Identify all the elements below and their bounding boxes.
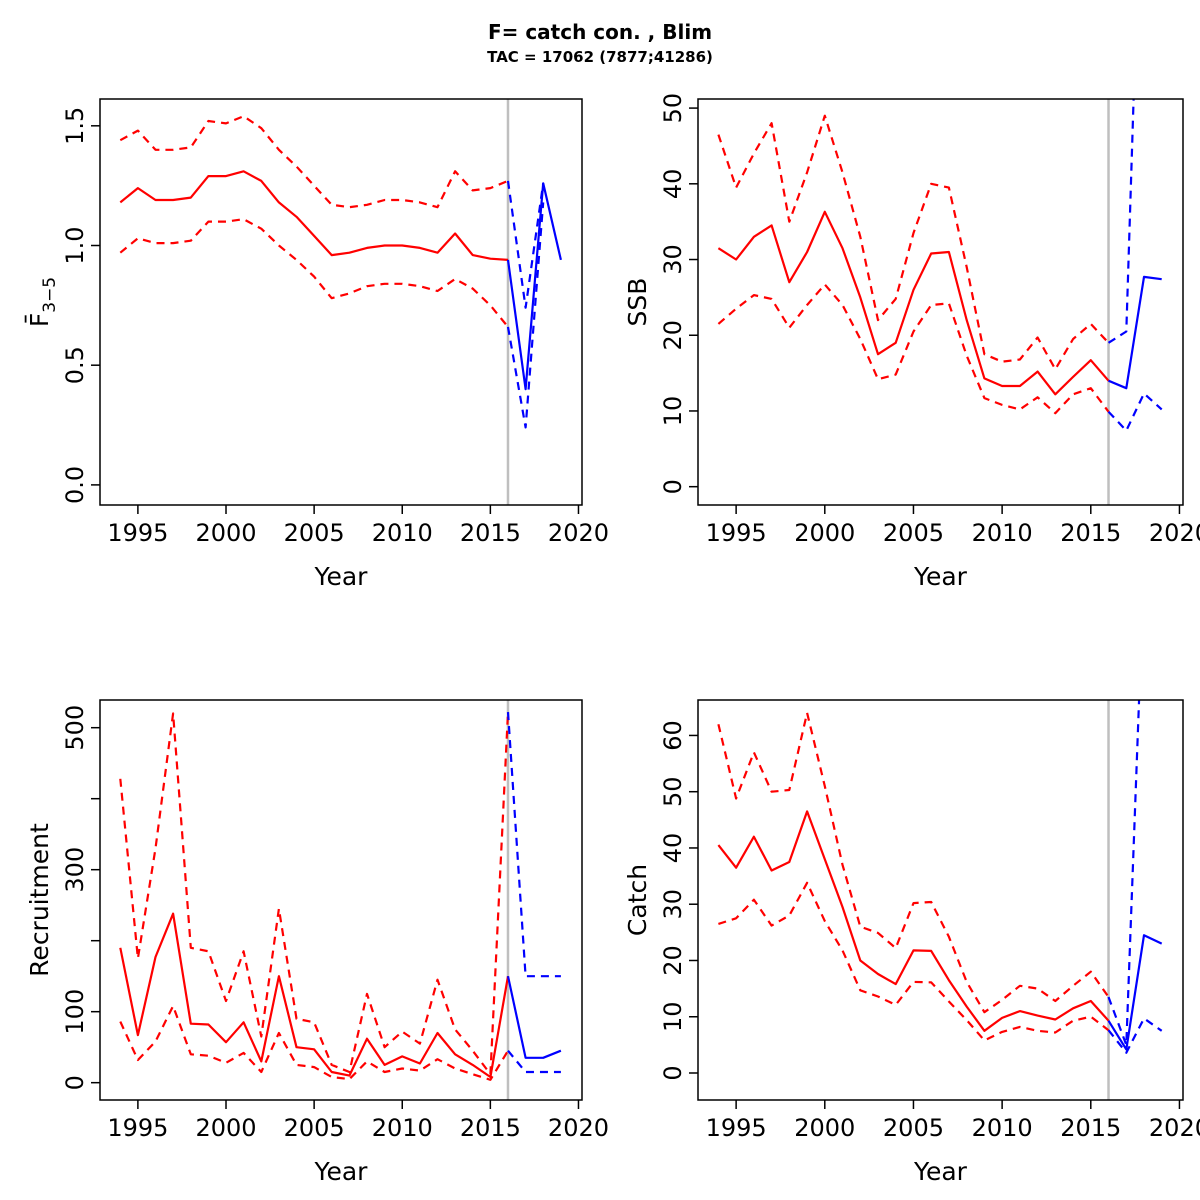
recruitment-x-axis-title: Year (314, 1157, 369, 1186)
fbar-plot-box (99, 98, 583, 506)
ssb-ytick-label-50: 50 (659, 93, 687, 124)
fbar-forecast-upper-line (506, 180, 545, 309)
catch-x-axis-title: Year (913, 1157, 968, 1186)
fbar-forecast-median-line (506, 182, 562, 391)
catch-plot-box (697, 699, 1184, 1101)
ssb-xtick-label-2015: 2015 (1060, 519, 1121, 547)
fbar-ytick-label-1.5: 1.5 (61, 107, 89, 145)
recruitment-ytick-label-100: 100 (61, 989, 89, 1035)
recruitment-hist-median-line (119, 912, 510, 1079)
ssb-xtick-label-2020: 2020 (1149, 519, 1200, 547)
ssb-y-axis-title: SSB (623, 278, 652, 327)
catch-ytick-label-50: 50 (659, 776, 687, 807)
catch-ytick-label-0: 0 (659, 1065, 687, 1080)
catch-hist-lower-line (718, 881, 1110, 1042)
ssb-xtick-label-2000: 2000 (794, 519, 855, 547)
ssb-x-axis: 1995 2000 2005 2010 2015 2020 (706, 505, 1200, 547)
fbar-x-axis: 1995 2000 2005 2010 2015 2020 (107, 505, 609, 547)
ssb-forecast-median-line (1108, 275, 1162, 390)
ssb-ytick-label-20: 20 (659, 320, 687, 351)
fbar-hist-lower-line (119, 218, 509, 328)
recruitment-xtick-label-2015: 2015 (460, 1114, 521, 1142)
fbar-hist-median-line (119, 170, 509, 261)
fbar-xtick-label-1995: 1995 (107, 519, 168, 547)
ssb-ytick-label-30: 30 (659, 244, 687, 275)
catch-xtick-label-2005: 2005 (883, 1114, 944, 1142)
fbar-xtick-label-2010: 2010 (372, 519, 433, 547)
fbar-xtick-label-2015: 2015 (460, 519, 521, 547)
recruitment-xtick-label-2005: 2005 (284, 1114, 345, 1142)
recruitment-plot-box (99, 699, 583, 1101)
catch-xtick-label-2015: 2015 (1060, 1114, 1121, 1142)
ssb-ytick-label-40: 40 (659, 169, 687, 200)
ssb-y-axis: 0 10 20 30 40 50 (659, 93, 698, 494)
catch-y-axis: 0 10 20 30 40 50 60 (659, 720, 698, 1081)
catch-ytick-label-30: 30 (659, 889, 687, 920)
recruitment-hist-upper-line (119, 712, 510, 1076)
ssb-panel: 1995 2000 2005 2010 2015 2020 0 10 20 30 40 50 Year S… (623, 93, 1200, 591)
fbar-forecast-lower-line (506, 202, 545, 429)
ssb-hist-lower-line (717, 283, 1110, 415)
recruitment-xtick-label-1995: 1995 (107, 1114, 168, 1142)
catch-ytick-label-40: 40 (659, 833, 687, 864)
catch-ytick-label-60: 60 (659, 720, 687, 751)
catch-ytick-label-20: 20 (659, 945, 687, 976)
fbar-y-axis-title: F̄3−5 (24, 277, 60, 327)
fbar-x-axis-title: Year (314, 562, 369, 591)
fbar-xtick-label-2005: 2005 (284, 519, 345, 547)
ssb-forecast-lower-line (1107, 392, 1163, 432)
figure-subtitle: TAC = 17062 (7877;41286) (487, 48, 713, 66)
recruitment-y-axis: 0 100 300 500 (61, 705, 100, 1090)
catch-hist-median-line (717, 810, 1110, 1032)
recruitment-ytick-label-0: 0 (61, 1075, 89, 1090)
recruitment-xtick-label-2020: 2020 (548, 1114, 609, 1142)
catch-xtick-label-2010: 2010 (972, 1114, 1033, 1142)
recruitment-xtick-label-2010: 2010 (372, 1114, 433, 1142)
ssb-xtick-label-2010: 2010 (972, 519, 1033, 547)
recruitment-y-axis-title: Recruitment (25, 823, 54, 977)
ssb-hist-upper-line (717, 114, 1110, 371)
catch-xtick-label-2000: 2000 (794, 1114, 855, 1142)
recruitment-ytick-label-500: 500 (61, 705, 89, 751)
catch-xtick-label-2020: 2020 (1149, 1114, 1200, 1142)
fbar-xtick-label-2000: 2000 (195, 519, 256, 547)
recruitment-ytick-label-300: 300 (61, 847, 89, 893)
fbar-ytick-label-0.0: 0.0 (61, 466, 89, 504)
catch-panel: 1995 2000 2005 2010 2015 2020 0 10 20 30 40 50 60 Yea… (623, 699, 1200, 1186)
recruitment-hist-lower-line (119, 1004, 509, 1081)
fbar-panel: 1995 2000 2005 2010 2015 2020 0.0 0.5 1.0 1.5 Year… (24, 98, 609, 591)
fbar-ytick-label-1.0: 1.0 (61, 226, 89, 264)
fbar-ytick-label-0.5: 0.5 (61, 346, 89, 384)
ssb-xtick-label-2005: 2005 (883, 519, 944, 547)
ssb-x-axis-title: Year (913, 562, 968, 591)
catch-xtick-label-1995: 1995 (706, 1114, 767, 1142)
catch-hist-upper-line (717, 711, 1110, 1014)
figure-title: F= catch con. , Blim (487, 20, 713, 44)
recruitment-forecast-upper-line (506, 712, 561, 978)
ssb-forecast-upper-line (1107, 99, 1135, 344)
recruitment-x-axis: 1995 2000 2005 2010 2015 2020 (107, 1100, 609, 1142)
catch-forecast-lower-line (1107, 1017, 1163, 1054)
ssb-plot-box (697, 98, 1184, 506)
fbar-y-axis: 0.0 0.5 1.0 1.5 (61, 107, 100, 504)
catch-x-axis: 1995 2000 2005 2010 2015 2020 (706, 1100, 1200, 1142)
ssb-xtick-label-1995: 1995 (706, 519, 767, 547)
catch-ytick-label-10: 10 (659, 1001, 687, 1032)
recruitment-forecast-median-line (506, 975, 562, 1059)
recruitment-panel: 1995 2000 2005 2010 2015 2020 0 100 300 500 Year Re… (25, 699, 609, 1186)
ssb-hist-median-line (717, 210, 1110, 396)
catch-forecast-median-line (1107, 934, 1163, 1051)
ssb-ytick-label-0: 0 (659, 479, 687, 494)
fbar-xtick-label-2020: 2020 (548, 519, 609, 547)
catch-forecast-upper-line (1107, 700, 1141, 1047)
fbar-hist-upper-line (119, 115, 509, 209)
recruitment-xtick-label-2000: 2000 (195, 1114, 256, 1142)
ssb-ytick-label-10: 10 (659, 396, 687, 427)
catch-y-axis-title: Catch (623, 864, 652, 936)
